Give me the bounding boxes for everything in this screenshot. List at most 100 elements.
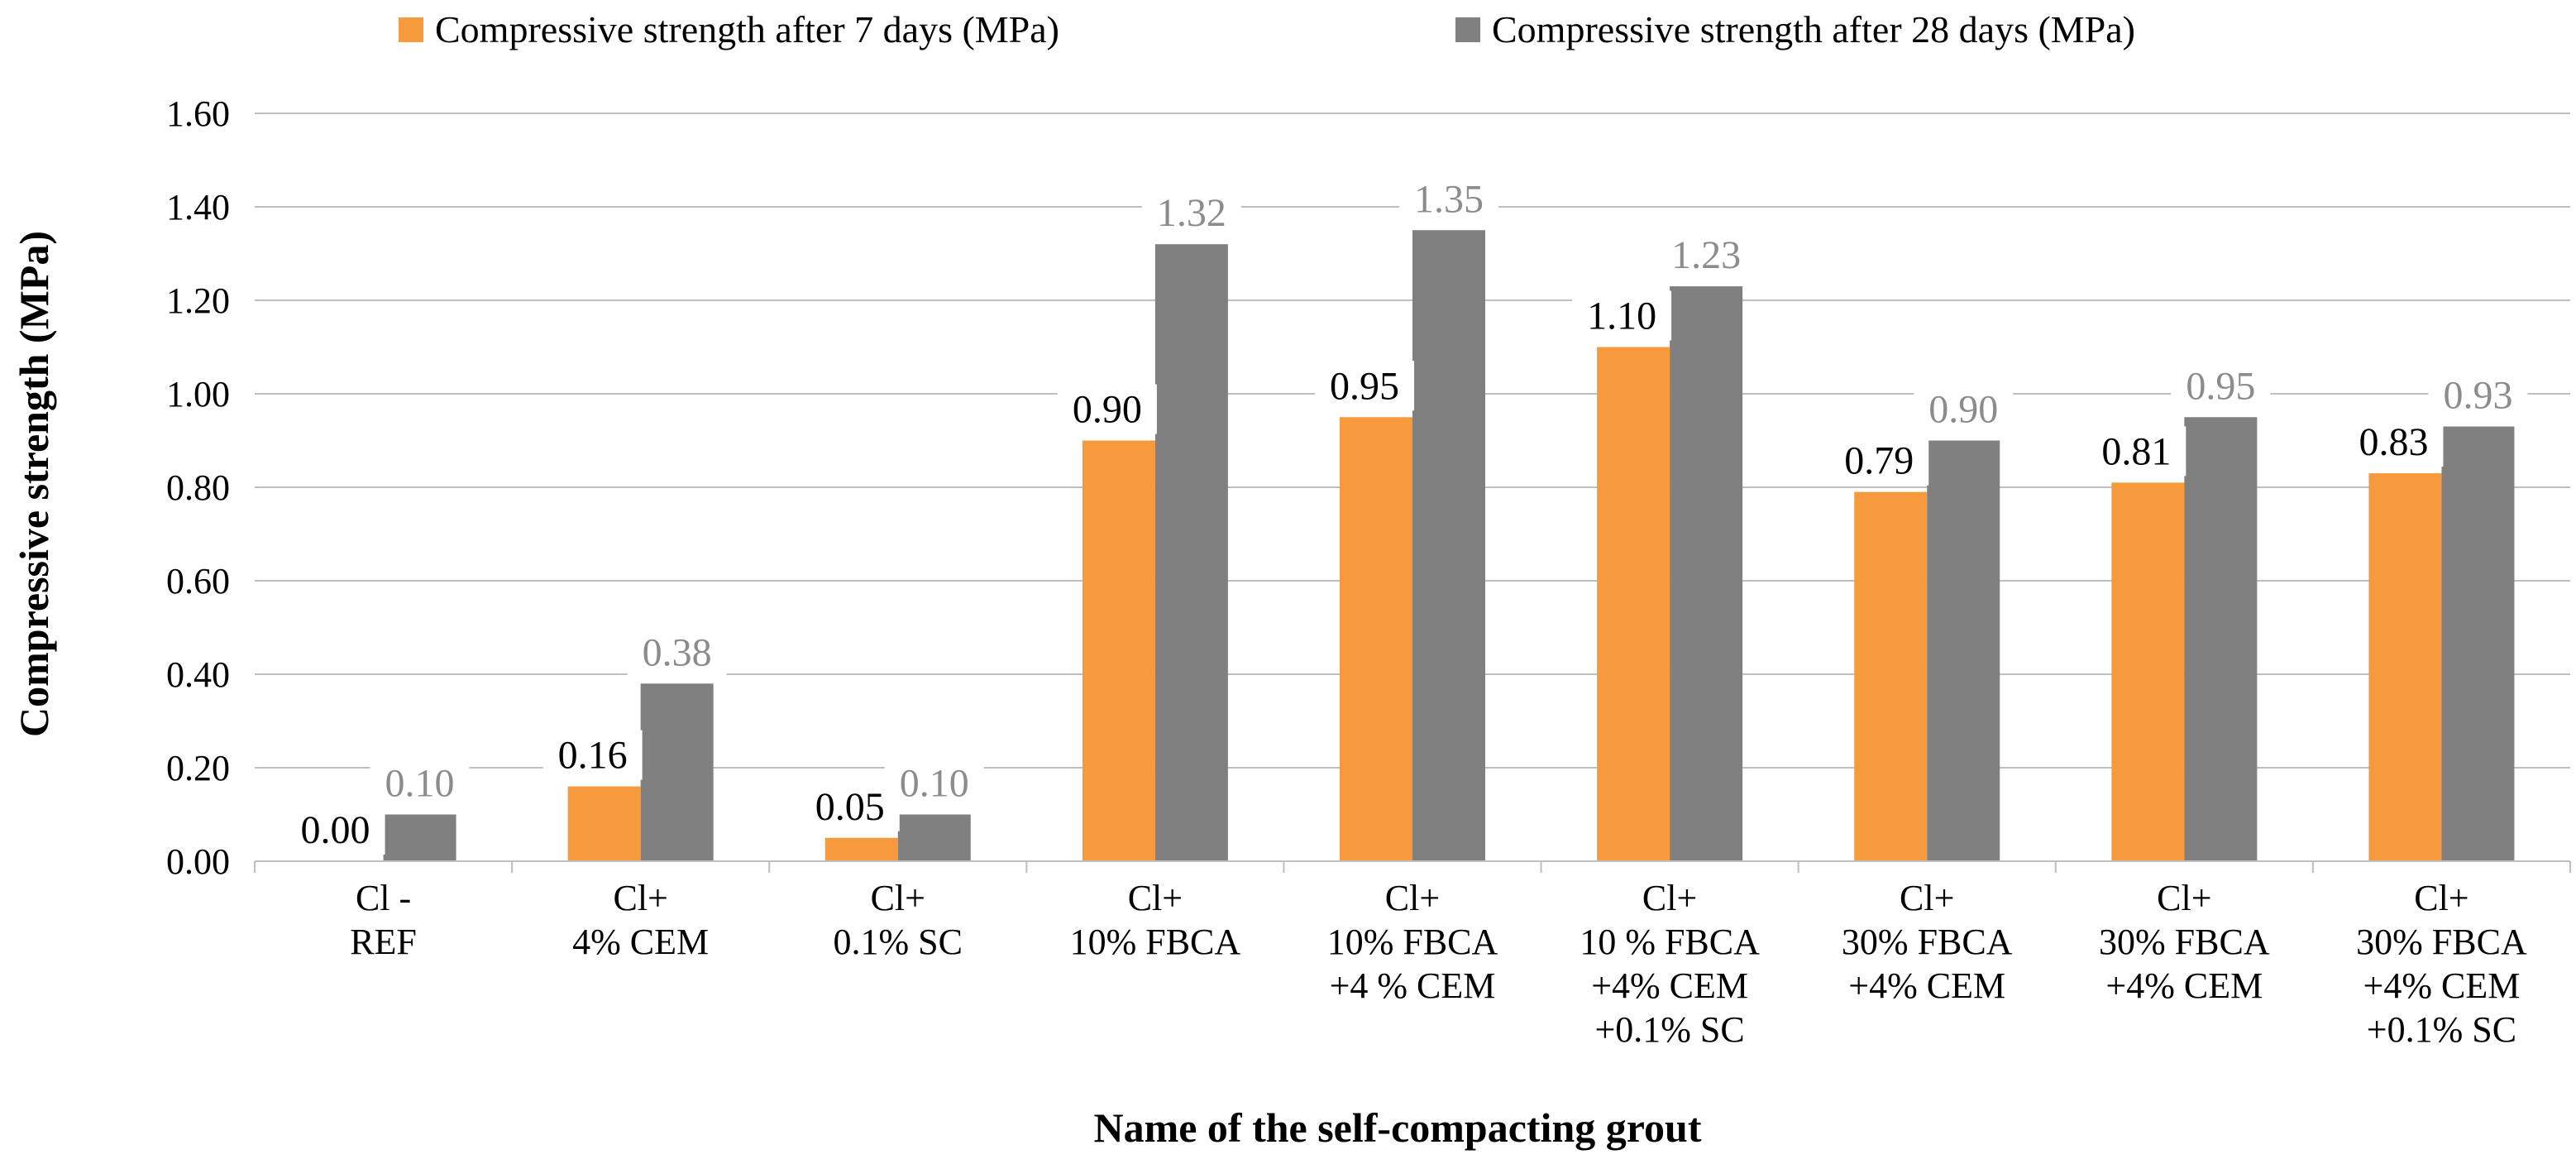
data-label-7-days: 0.90: [1073, 388, 1142, 432]
data-label-background: [800, 781, 900, 831]
bar-28-days: [1670, 286, 1743, 861]
y-tick-label: 0.80: [166, 467, 230, 508]
legend: Compressive strength after 7 days (MPa) …: [399, 8, 2135, 50]
data-label-background: [1141, 188, 1241, 238]
x-category-label: 30% FBCA: [2099, 922, 2270, 962]
bar-28-days: [1412, 230, 1485, 861]
bar-7-days: [2111, 482, 2185, 861]
x-category-label: Cl+: [2414, 878, 2468, 918]
x-category-label: +4% CEM: [1848, 965, 2005, 1006]
y-tick-label: 1.40: [166, 187, 230, 228]
legend-swatch-7-days: [399, 17, 423, 42]
x-category-label: Cl+: [2157, 878, 2211, 918]
data-label-28-days: 1.35: [1414, 177, 1484, 221]
bar-7-days: [567, 786, 641, 861]
x-axis-title: Name of the self-compacting grout: [1093, 1104, 1701, 1151]
data-label-background: [1057, 384, 1157, 434]
x-category-label: Cl+: [613, 878, 667, 918]
data-label-background: [2428, 370, 2528, 420]
x-category-label: Cl+: [1385, 878, 1440, 918]
x-category-label: 10 % FBCA: [1580, 922, 1760, 962]
bar-28-days: [640, 683, 714, 861]
axes: [254, 860, 2571, 873]
data-label-7-days: 0.79: [1844, 439, 1914, 483]
data-label-background: [2171, 361, 2271, 411]
x-category-label: 30% FBCA: [2356, 922, 2527, 962]
x-category-label: Cl+: [1128, 878, 1183, 918]
data-label-7-days: 0.16: [558, 734, 628, 778]
x-category-label: Cl+: [1900, 878, 1954, 918]
bars: [383, 230, 2515, 861]
y-tick-labels: 0.00 0.20 0.40 0.60 0.80 1.00 1.20 1.40 1.60: [166, 93, 230, 882]
data-label-background: [2344, 417, 2444, 467]
x-category-label: 0.1% SC: [834, 922, 963, 962]
data-label-28-days: 1.32: [1157, 191, 1226, 235]
data-label-7-days: 0.05: [815, 785, 885, 829]
y-tick-label: 1.60: [166, 93, 230, 134]
data-label-background: [1656, 230, 1756, 280]
x-category-label: +0.1% SC: [2367, 1009, 2516, 1050]
x-category-label: Cl+: [1642, 878, 1697, 918]
x-category-label: +0.1% SC: [1594, 1009, 1744, 1050]
bar-28-days: [383, 814, 456, 861]
x-category-label: +4% CEM: [2363, 965, 2521, 1006]
data-label-28-days: 1.23: [1671, 233, 1741, 277]
y-tick-label: 1.00: [166, 374, 230, 414]
x-category-label: Cl -: [356, 878, 411, 918]
legend-label-28-days: Compressive strength after 28 days (MPa): [1492, 8, 2135, 50]
legend-swatch-28-days: [1455, 17, 1480, 42]
x-category-label: 4% CEM: [572, 922, 709, 962]
x-category-label: 10% FBCA: [1070, 922, 1241, 962]
data-label-background: [627, 627, 727, 678]
data-label-background: [2086, 426, 2186, 477]
data-label-7-days: 0.95: [1330, 364, 1399, 408]
data-label-background: [1315, 361, 1414, 411]
data-label-28-days: 0.90: [1928, 388, 1998, 432]
bar-28-days: [2441, 426, 2515, 861]
x-category-label: +4% CEM: [2105, 965, 2263, 1006]
x-category-label: +4 % CEM: [1330, 965, 1496, 1006]
bar-7-days: [1597, 347, 1670, 861]
x-category-label: +4% CEM: [1591, 965, 1748, 1006]
x-category-label: REF: [350, 922, 417, 962]
legend-label-7-days: Compressive strength after 7 days (MPa): [435, 8, 1059, 50]
y-axis-title: Compressive strength (MPa): [11, 231, 57, 737]
y-tick-label: 0.00: [166, 841, 230, 882]
y-tick-label: 0.60: [166, 561, 230, 601]
bar-28-days: [1927, 440, 2000, 861]
data-label-background: [1829, 435, 1929, 486]
data-label-7-days: 0.81: [2101, 429, 2171, 473]
data-label-28-days: 0.10: [385, 762, 455, 806]
data-label-28-days: 0.93: [2443, 374, 2512, 418]
data-label-background: [1572, 290, 1672, 341]
data-label-28-days: 0.95: [2186, 364, 2255, 408]
y-tick-label: 0.40: [166, 654, 230, 695]
x-category-label: Cl+: [871, 878, 925, 918]
bar-7-days: [824, 837, 898, 861]
bar-28-days: [1154, 244, 1228, 861]
bar-28-days: [897, 814, 971, 861]
data-label-background: [1399, 174, 1498, 224]
data-label-7-days: 0.83: [2359, 420, 2428, 464]
data-label-7-days: 1.10: [1587, 295, 1656, 338]
y-tick-label: 1.20: [166, 280, 230, 321]
x-category-label: 30% FBCA: [1842, 922, 2013, 962]
data-label-background: [370, 758, 470, 808]
data-label-background: [285, 805, 385, 855]
data-label-background: [1914, 384, 2014, 434]
data-label-28-days: 0.10: [900, 762, 969, 806]
data-label-7-days: 0.00: [301, 808, 370, 852]
bar-28-days: [2184, 417, 2258, 861]
data-labels: 0.00 0.10 0.16 0.38 0.05 0.10 0.90 1.32 0.95 1.35…: [285, 174, 2528, 855]
bar-7-days: [1082, 440, 1155, 861]
bar-7-days: [1854, 491, 1928, 861]
bar-7-days: [2368, 473, 2442, 861]
data-label-background: [542, 730, 643, 780]
data-label-background: [884, 758, 984, 808]
bar-7-days: [1340, 417, 1412, 861]
data-label-28-days: 0.38: [643, 630, 712, 674]
x-category-label: 10% FBCA: [1327, 922, 1498, 962]
y-tick-label: 0.20: [166, 748, 230, 788]
